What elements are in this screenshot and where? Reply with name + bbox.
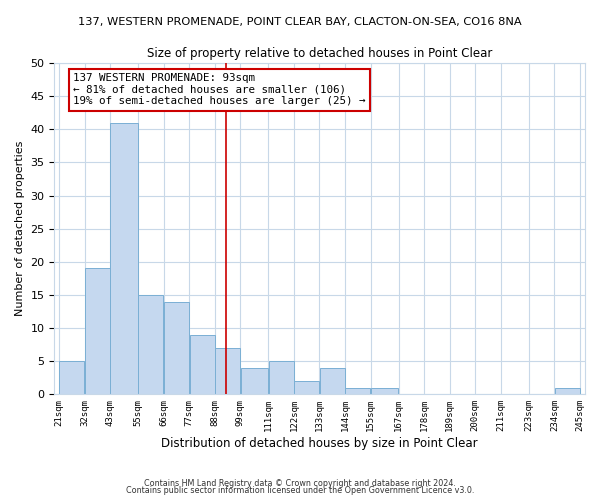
Bar [190,334,215,394]
Bar [346,388,370,394]
Bar [139,295,163,394]
Bar [164,302,189,394]
Bar [215,348,240,395]
Bar [110,122,138,394]
X-axis label: Distribution of detached houses by size in Point Clear: Distribution of detached houses by size … [161,437,478,450]
Text: 137 WESTERN PROMENADE: 93sqm
← 81% of detached houses are smaller (106)
19% of s: 137 WESTERN PROMENADE: 93sqm ← 81% of de… [73,73,365,106]
Text: Contains public sector information licensed under the Open Government Licence v3: Contains public sector information licen… [126,486,474,495]
Bar [85,268,110,394]
Bar [294,381,319,394]
Bar [320,368,345,394]
Text: Contains HM Land Registry data © Crown copyright and database right 2024.: Contains HM Land Registry data © Crown c… [144,478,456,488]
Bar [241,368,268,394]
Title: Size of property relative to detached houses in Point Clear: Size of property relative to detached ho… [147,48,492,60]
Bar [371,388,398,394]
Y-axis label: Number of detached properties: Number of detached properties [15,141,25,316]
Bar [59,361,85,394]
Text: 137, WESTERN PROMENADE, POINT CLEAR BAY, CLACTON-ON-SEA, CO16 8NA: 137, WESTERN PROMENADE, POINT CLEAR BAY,… [78,18,522,28]
Bar [269,361,293,394]
Bar [554,388,580,394]
